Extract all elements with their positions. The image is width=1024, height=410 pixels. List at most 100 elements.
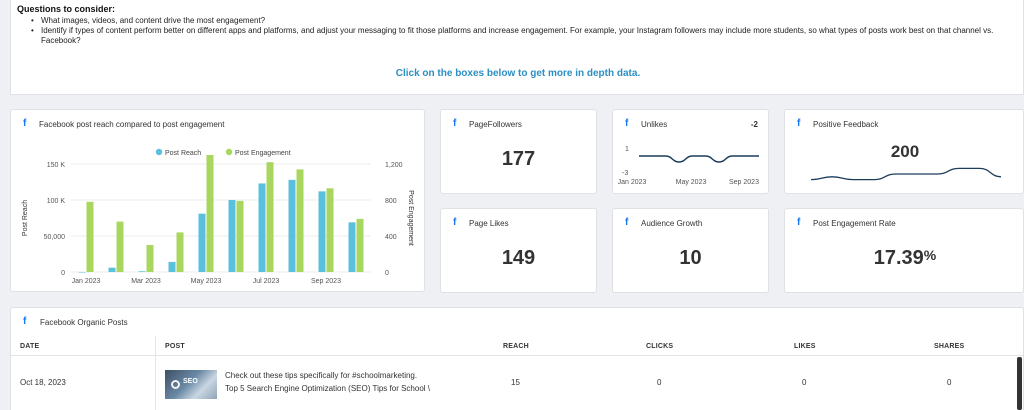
post-reach: 15 (511, 378, 520, 387)
facebook-icon: f (23, 316, 27, 327)
metric-value-wrap: 17.39% (785, 247, 1024, 270)
bar-post-reach (108, 267, 116, 272)
facebook-icon: f (453, 217, 457, 228)
column-header-post[interactable]: POST (165, 343, 185, 350)
facebook-icon: f (453, 118, 457, 129)
column-header-shares[interactable]: SHARES (934, 343, 965, 350)
legend-label: Post Reach (165, 150, 201, 157)
legend-label: Post Engagement (235, 150, 291, 157)
post-text-line1[interactable]: Check out these tips specifically for #s… (225, 371, 418, 380)
unlikes-sparkline: 1 -3 Jan 2023 May 2023 Sep 2023 (618, 146, 759, 186)
y-tick-label: 0 (61, 270, 65, 277)
audience-growth-card[interactable]: f Audience Growth 10 (612, 208, 769, 293)
question-item: What images, videos, and content drive t… (31, 16, 1021, 26)
metric-title: Positive Feedback (813, 120, 879, 129)
post-engagement-rate-card[interactable]: f Post Engagement Rate 17.39% (784, 208, 1024, 293)
column-header-date[interactable]: DATE (20, 343, 40, 350)
post-shares: 0 (947, 378, 952, 387)
metric-value: 200 (890, 142, 920, 161)
facebook-icon: f (797, 217, 801, 228)
positive-feedback-trend-line (810, 167, 1002, 181)
positive-feedback-sparkline (810, 167, 1002, 181)
column-header-reach[interactable]: REACH (503, 343, 529, 350)
scrollbar-thumb[interactable] (1017, 357, 1022, 410)
bar-post-reach (348, 222, 356, 272)
column-header-likes[interactable]: LIKES (794, 343, 816, 350)
metric-value: 177 (501, 148, 536, 170)
metric-title: Audience Growth (641, 219, 703, 228)
thumbnail-text: SEO (183, 378, 198, 385)
chart-card-title: Facebook post reach compared to post eng… (39, 120, 225, 129)
metric-value: 149 (501, 247, 536, 269)
table-title: Facebook Organic Posts (40, 318, 128, 327)
post-thumbnail[interactable]: SEO (165, 370, 217, 399)
y2-axis-label: Post Engagement (407, 190, 414, 246)
questions-list: What images, videos, and content drive t… (31, 16, 1021, 46)
y-tick-label: 1 (625, 146, 629, 153)
table-row[interactable]: Oct 18, 2023 SEO Check out these tips sp… (11, 357, 1021, 410)
metric-title: Post Engagement Rate (813, 219, 896, 228)
y-axis-label: Post Reach (22, 200, 29, 236)
y2-tick-label: 800 (385, 198, 397, 205)
facebook-icon: f (625, 118, 629, 129)
bar-post-reach (318, 191, 326, 272)
column-header-clicks[interactable]: CLICKS (646, 343, 674, 350)
legend-marker (225, 148, 233, 156)
y-tick-label: 100 K (47, 198, 66, 205)
bar-post-reach (228, 200, 236, 272)
bar-post-engagement (356, 218, 364, 272)
bar-post-engagement (206, 155, 214, 272)
reach-engagement-chart: 0 50,000 100 K 150 K 0 400 800 1,200 Jan 2023 Mar… (22, 148, 414, 285)
post-clicks: 0 (657, 378, 662, 387)
metric-value: 10 (679, 247, 702, 269)
legend-marker (155, 148, 163, 156)
positive-feedback-card[interactable]: f Positive Feedback 200 (784, 109, 1024, 194)
post-likes: 0 (802, 378, 807, 387)
bar-post-engagement (236, 200, 244, 272)
metric-unit: % (923, 247, 937, 263)
questions-title: Questions to consider: (17, 4, 116, 14)
x-tick-label: Mar 2023 (131, 278, 161, 285)
table-header-divider (11, 355, 1023, 356)
page-followers-card[interactable]: f PageFollowers 177 (440, 109, 597, 194)
question-item: Identify if types of content perform bet… (31, 26, 1021, 46)
facebook-icon: f (23, 118, 27, 129)
bar-post-engagement (116, 221, 124, 272)
y2-tick-label: 400 (385, 234, 397, 241)
metric-title: Page Likes (469, 219, 509, 228)
thumbnail-magnifier-icon (171, 380, 180, 389)
facebook-icon: f (625, 217, 629, 228)
post-date: Oct 18, 2023 (20, 378, 66, 387)
depth-data-cta: Click on the boxes below to get more in … (395, 68, 641, 79)
metric-value: -2 (750, 120, 758, 129)
metric-title: Unlikes (641, 120, 668, 129)
x-tick-label: May 2023 (191, 278, 222, 285)
x-tick-label: Sep 2023 (311, 278, 341, 285)
y-tick-label: -3 (622, 170, 628, 177)
metric-title: PageFollowers (469, 120, 522, 129)
page-likes-card[interactable]: f Page Likes 149 (440, 208, 597, 293)
bar-post-engagement (266, 162, 274, 272)
bar-post-engagement (176, 232, 184, 272)
y2-tick-label: 1,200 (385, 162, 403, 169)
x-tick-label: Jan 2023 (618, 179, 647, 186)
table-col-divider (155, 336, 156, 410)
x-tick-label: Jan 2023 (72, 278, 101, 285)
bar-post-reach (138, 271, 146, 272)
y-tick-label: 150 K (47, 162, 66, 169)
bar-post-reach (168, 261, 176, 272)
bar-post-engagement (86, 201, 94, 272)
bar-post-reach (288, 179, 296, 272)
bar-post-reach (258, 183, 266, 272)
x-tick-label: Jul 2023 (253, 278, 280, 285)
x-tick-label: May 2023 (676, 179, 707, 186)
unlikes-trend-line (639, 155, 759, 163)
bar-post-reach (78, 272, 86, 273)
unlikes-card[interactable]: f Unlikes -2 1 -3 Jan 2023 May 2023 Sep 2023 (612, 109, 769, 194)
y-tick-label: 50,000 (44, 234, 66, 241)
bar-post-engagement (146, 245, 154, 272)
post-text-line2[interactable]: Top 5 Search Engine Optimization (SEO) T… (225, 384, 430, 393)
reach-vs-engagement-card[interactable]: f Facebook post reach compared to post e… (10, 109, 425, 292)
metric-value: 17.39 (873, 247, 924, 269)
questions-panel: Questions to consider: What images, vide… (10, 0, 1024, 95)
